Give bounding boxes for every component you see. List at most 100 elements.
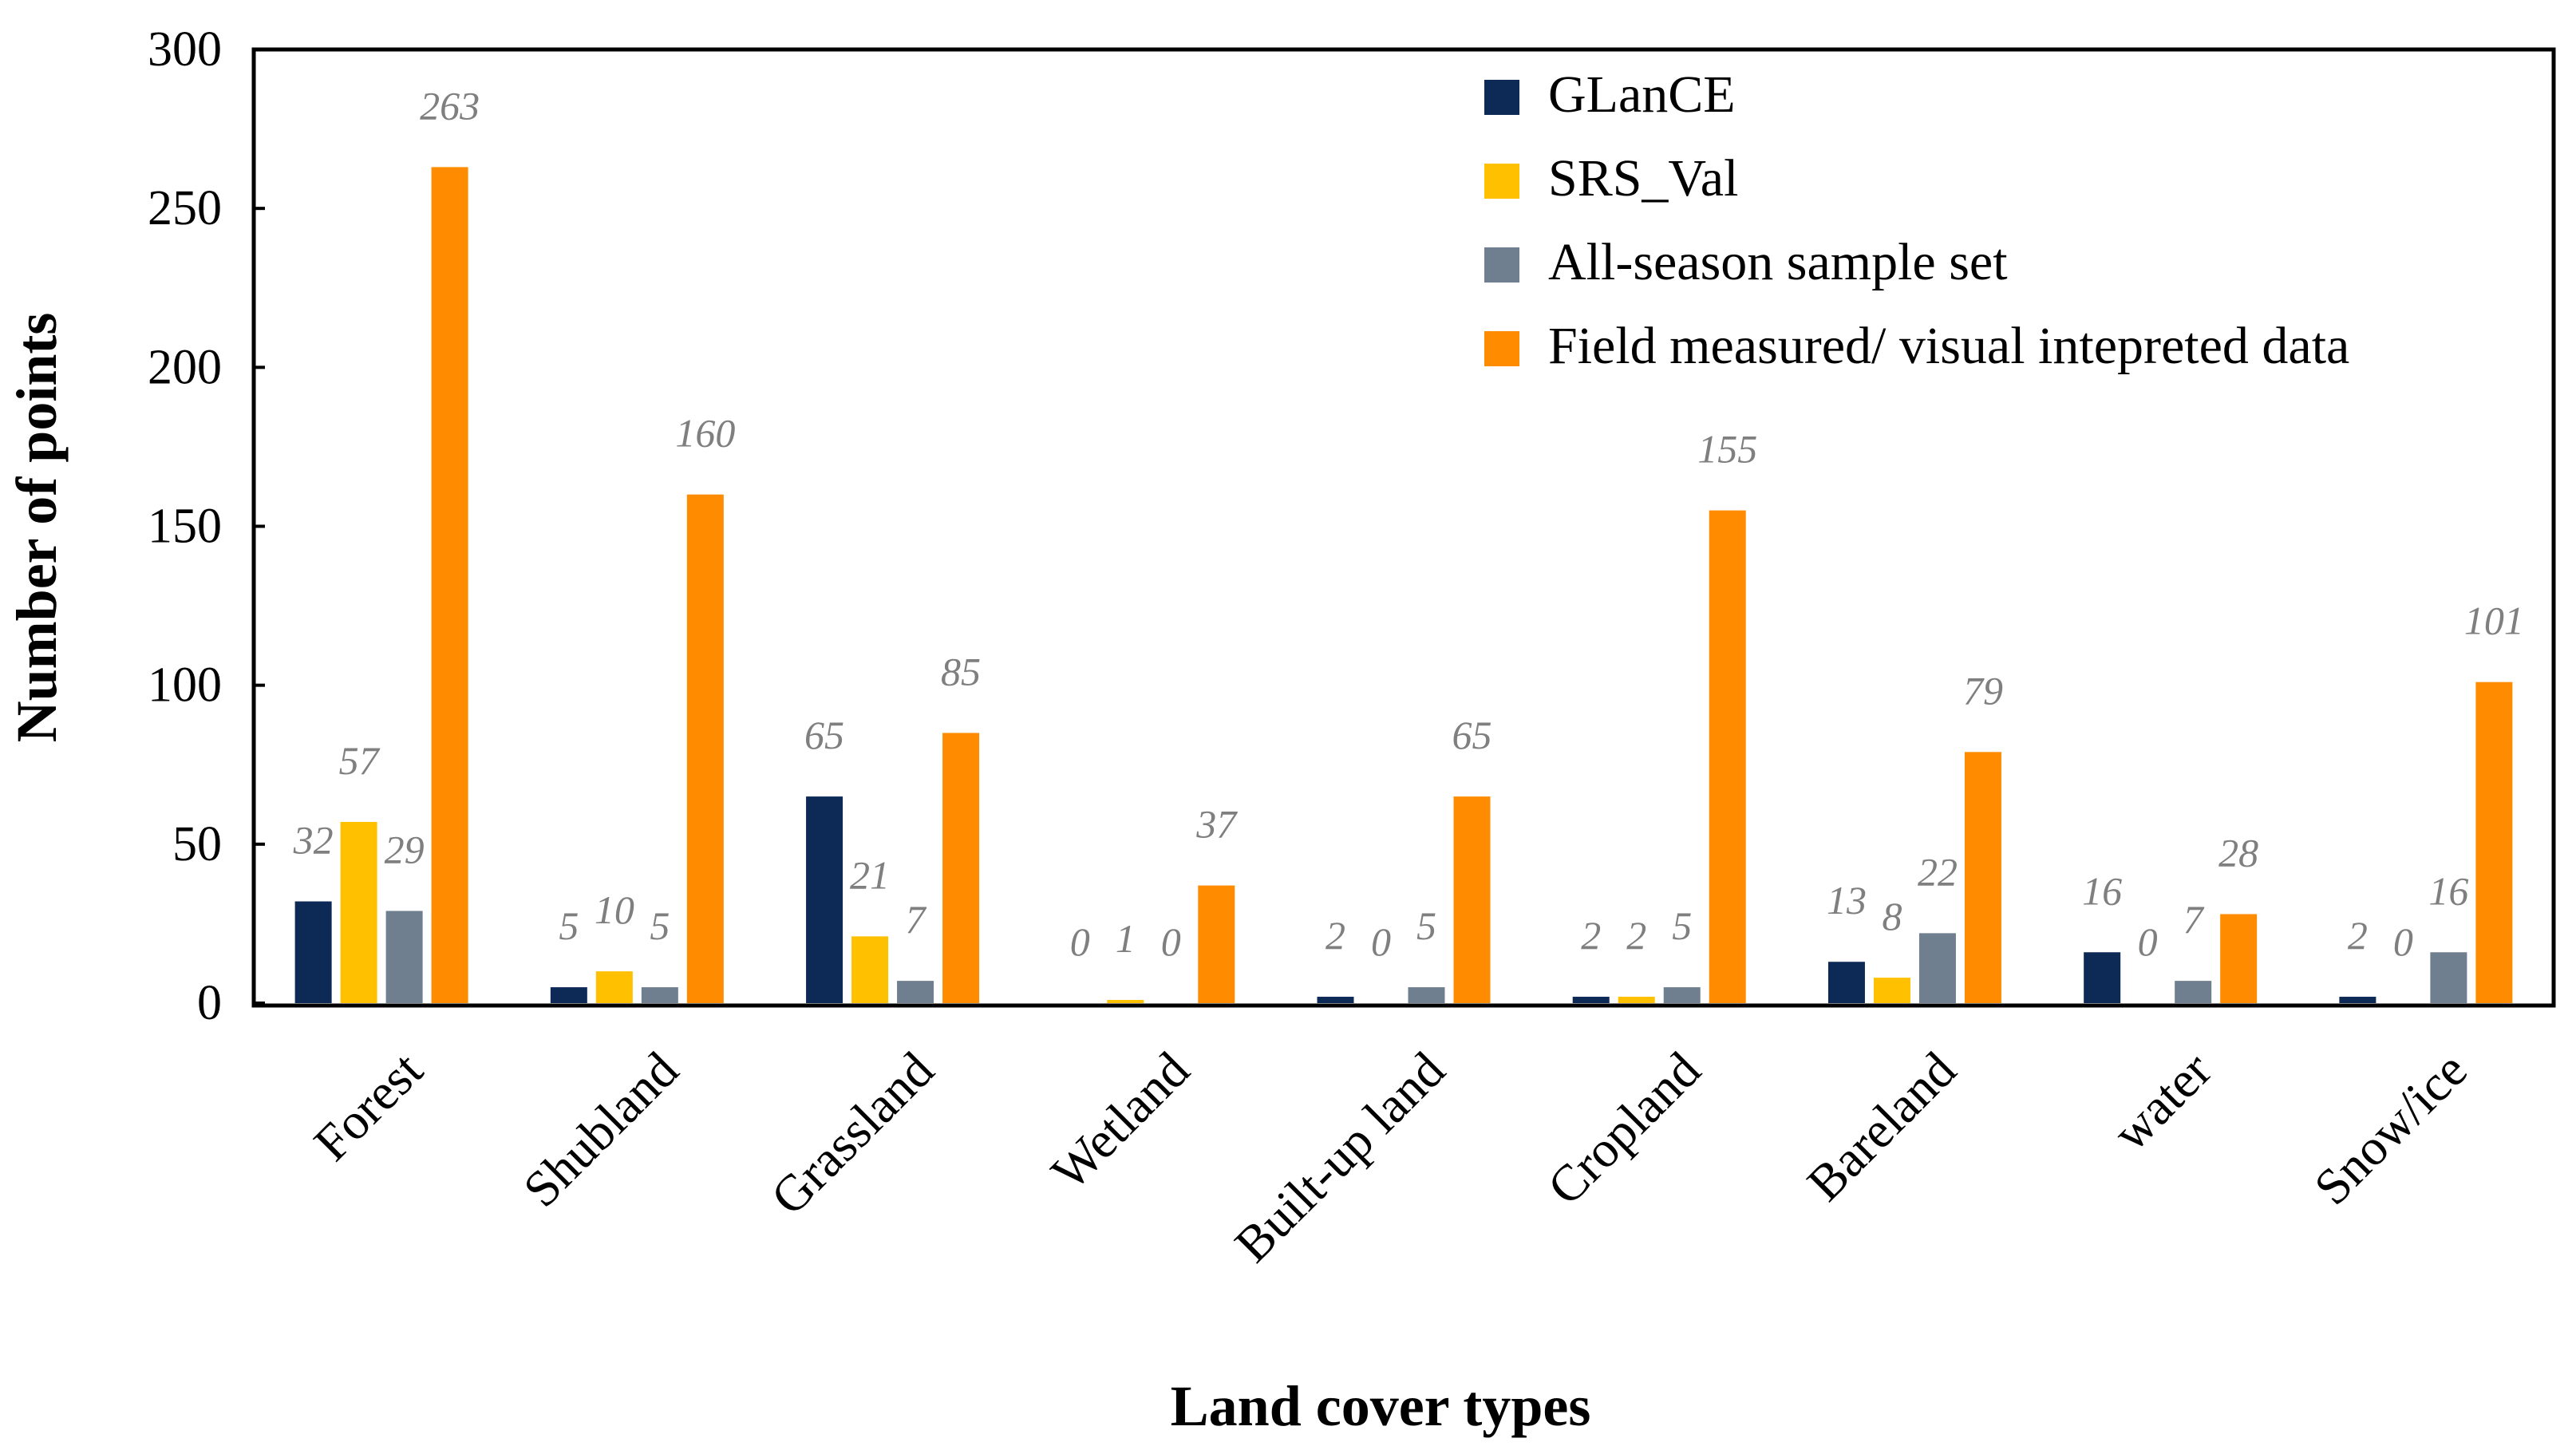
bar <box>1873 978 1910 1003</box>
data-label: 13 <box>1827 878 1867 923</box>
data-label: 2 <box>1626 913 1646 958</box>
data-label: 65 <box>1452 713 1492 757</box>
bar <box>1198 885 1235 1003</box>
bar <box>1663 987 1701 1003</box>
bar <box>1572 997 1610 1003</box>
plot-frame <box>251 47 2556 1008</box>
data-label: 101 <box>2464 599 2524 643</box>
y-tick-label: 250 <box>148 181 222 235</box>
bar <box>550 987 587 1003</box>
bar <box>2220 914 2258 1003</box>
data-label: 0 <box>1371 919 1391 964</box>
legend-swatch <box>1484 164 1519 199</box>
x-tick-label: water <box>2102 1041 2222 1162</box>
data-label: 0 <box>1161 919 1181 964</box>
y-axis: 0 50 100 150 200 250 300 <box>148 22 265 1030</box>
x-tick-label: Shubland <box>512 1041 689 1218</box>
data-label: 2 <box>1581 913 1601 958</box>
data-label: 2 <box>2348 913 2368 958</box>
data-label: 160 <box>675 411 735 456</box>
data-label: 28 <box>2218 830 2258 875</box>
legend-label: All-season sample set <box>1548 233 2008 291</box>
data-label: 37 <box>1195 802 1238 847</box>
bars <box>294 167 2513 1004</box>
data-label: 29 <box>385 827 425 871</box>
data-label: 0 <box>2138 919 2158 964</box>
bar <box>294 901 332 1003</box>
x-tick-label: Built-up land <box>1224 1041 1456 1273</box>
data-label: 32 <box>293 818 334 863</box>
y-tick-label: 100 <box>148 658 222 713</box>
data-label: 16 <box>2428 868 2468 913</box>
data-label: 5 <box>1416 903 1436 948</box>
bar <box>1107 1000 1144 1003</box>
bar <box>641 987 678 1003</box>
bar <box>1964 752 2001 1003</box>
bar <box>2175 981 2212 1003</box>
x-tick-label: Grassland <box>760 1041 944 1226</box>
x-axis: Forest Shubland Grassland Wetland Built-up l… <box>303 1041 2478 1273</box>
data-label: 5 <box>559 903 579 948</box>
x-tick-label: Cropland <box>1536 1041 1711 1216</box>
data-label: 5 <box>650 903 670 948</box>
bar <box>1709 510 1746 1003</box>
data-label: 65 <box>804 713 844 757</box>
data-label: 85 <box>941 649 981 693</box>
x-axis-title: Land cover types <box>1171 1374 1591 1438</box>
y-tick-label: 300 <box>148 22 222 77</box>
data-label: 16 <box>2082 868 2122 913</box>
y-tick-label: 200 <box>148 340 222 394</box>
legend-label: GLanCE <box>1548 65 1736 124</box>
data-label: 10 <box>595 887 634 932</box>
bar <box>2475 682 2513 1003</box>
legend-swatch <box>1484 247 1519 283</box>
bar <box>2430 952 2467 1003</box>
data-label: 1 <box>1116 916 1136 961</box>
bar <box>431 167 468 1004</box>
data-label: 57 <box>339 738 381 783</box>
data-label: 0 <box>1070 919 1090 964</box>
data-label: 7 <box>906 897 927 942</box>
bar <box>686 494 724 1003</box>
legend: GLanCE SRS_Val All-season sample set Field … <box>1484 65 2349 375</box>
data-label: 5 <box>1672 903 1692 948</box>
data-label: 263 <box>420 83 480 128</box>
x-tick-label: Wetland <box>1041 1041 1200 1201</box>
bar <box>340 821 377 1003</box>
bar <box>1827 962 1865 1003</box>
data-label: 155 <box>1697 427 1757 472</box>
legend-swatch <box>1484 331 1519 366</box>
legend-swatch <box>1484 80 1519 115</box>
bar <box>2339 997 2376 1003</box>
bar <box>851 936 889 1003</box>
bar <box>1408 987 1445 1003</box>
y-axis-title: Number of points <box>5 313 69 743</box>
bar <box>385 911 423 1003</box>
y-tick-label: 150 <box>148 500 222 554</box>
x-tick-label: Forest <box>303 1041 433 1171</box>
x-tick-label: Snow/ice <box>2303 1041 2478 1216</box>
bar <box>1918 933 1956 1003</box>
data-label: 7 <box>2183 897 2205 942</box>
x-tick-label: Bareland <box>1796 1041 1967 1212</box>
legend-label: SRS_Val <box>1548 149 1738 207</box>
data-label: 22 <box>1918 849 1958 894</box>
y-tick-label: 0 <box>197 976 222 1030</box>
data-label: 8 <box>1882 894 1902 938</box>
bar <box>942 733 980 1003</box>
bar <box>897 981 934 1003</box>
data-label: 2 <box>1326 913 1345 958</box>
bar <box>1453 796 1491 1003</box>
data-label: 79 <box>1963 668 2003 713</box>
bar <box>806 796 844 1003</box>
bar <box>1618 997 1655 1003</box>
bar <box>595 971 633 1003</box>
data-label: 0 <box>2393 919 2413 964</box>
y-tick-label: 50 <box>172 817 222 871</box>
bar <box>2084 952 2121 1003</box>
data-label: 21 <box>850 852 890 897</box>
legend-label: Field measured/ visual intepreted data <box>1548 317 2349 375</box>
bar <box>1317 997 1354 1003</box>
